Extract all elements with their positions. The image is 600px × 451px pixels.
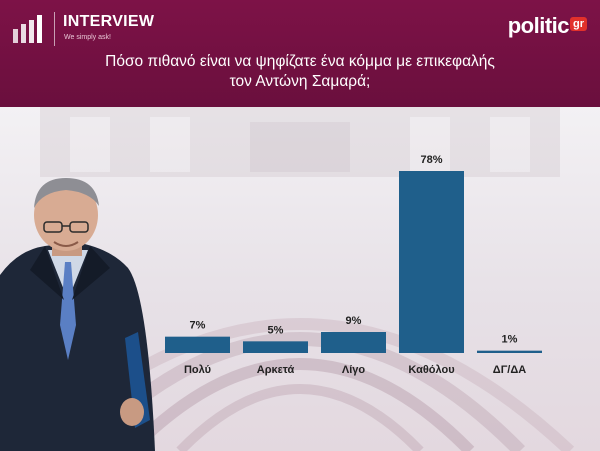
bar-chart-logo-icon [13,15,42,43]
chart-title: Πόσο πιθανό είναι να ψηφίζατε ένα κόμμα … [40,52,560,92]
logo-badge: gr [570,17,587,31]
brand-divider [54,12,55,46]
parliament-hall-image [25,107,575,451]
bar-4 [399,171,464,353]
logo-text: politic [507,13,570,38]
bar-1 [165,336,230,353]
value-label-2: 5% [268,324,284,336]
value-label-1: 7% [190,320,206,332]
brand-tagline: We simply ask! [64,34,111,41]
category-label-5: ΔΓ/ΔΑ [493,364,526,376]
category-label-4: Καθόλου [408,364,454,376]
interview-brand: INTERVIEW We simply ask! [13,12,155,46]
category-label-3: Λίγο [342,364,366,376]
category-label-2: Αρκετά [257,364,295,376]
value-label-4: 78% [420,154,442,166]
bar-2 [243,341,308,353]
bar-5 [477,350,542,353]
politician-photo [0,178,155,451]
bar-3 [321,332,386,353]
brand-name: INTERVIEW [63,13,155,30]
question-line-2: τον Αντώνη Σαμαρά; [229,73,371,90]
politic-logo: politic gr [508,13,587,39]
category-label-1: Πολύ [184,364,211,376]
value-label-3: 9% [346,315,362,327]
question-line-1: Πόσο πιθανό είναι να ψηφίζατε ένα κόμμα … [105,53,495,70]
bar-chart: 7% Πολύ 5% Αρκετά 9% Λίγο 78% Καθόλου 1% ΔΓ/ΔΑ [165,154,542,376]
value-label-5: 1% [502,334,518,346]
header-banner: INTERVIEW We simply ask! politic gr Πόσο … [0,0,600,107]
